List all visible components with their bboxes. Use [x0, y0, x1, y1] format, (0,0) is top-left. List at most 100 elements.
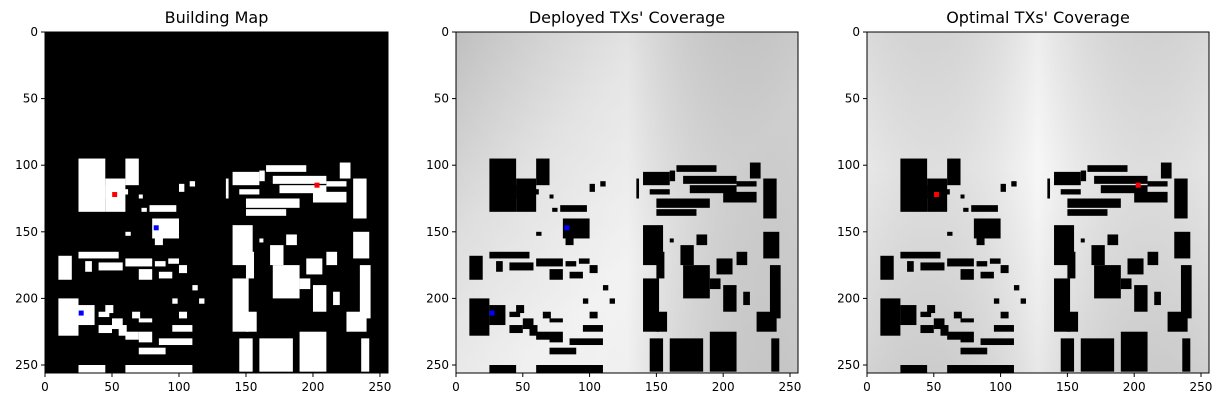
building-block	[496, 261, 503, 272]
tx-marker	[564, 225, 570, 231]
building-block	[709, 331, 737, 372]
building-block	[178, 183, 185, 192]
x-tick-label: 200	[1123, 380, 1146, 394]
building-block	[976, 231, 985, 246]
building-block	[78, 251, 119, 259]
tx-marker	[78, 310, 84, 316]
building-block	[1107, 234, 1119, 246]
building-block	[683, 175, 737, 184]
building-block	[723, 285, 737, 312]
building-group	[469, 158, 781, 373]
building-block	[533, 189, 539, 195]
building-block	[192, 285, 198, 291]
building-block	[158, 338, 193, 346]
building-block	[516, 305, 525, 314]
building-block	[976, 261, 988, 267]
building-block	[154, 261, 166, 267]
y-tick-label: 50	[845, 92, 860, 106]
building-block	[549, 194, 554, 199]
building-block	[656, 198, 710, 208]
building-block	[78, 305, 95, 326]
building-block	[989, 258, 1001, 264]
x-tick-label: 250	[1190, 380, 1213, 394]
y-tick-label: 50	[434, 92, 449, 106]
building-block	[1000, 183, 1006, 192]
y-tick-label: 100	[15, 158, 38, 172]
building-block	[509, 311, 521, 318]
building-block	[1160, 162, 1172, 179]
building-block	[723, 191, 757, 203]
building-block	[78, 158, 106, 212]
axes-frame	[866, 31, 1210, 374]
building-block	[122, 189, 129, 195]
building-block	[947, 258, 974, 267]
panel-title: Deployed TXs' Coverage	[529, 8, 725, 27]
building-block	[536, 231, 542, 236]
building-block	[549, 269, 563, 280]
tx-marker	[933, 192, 939, 198]
y-tick-label: 100	[426, 158, 449, 172]
building-block	[565, 231, 574, 246]
building-block	[1134, 191, 1168, 203]
x-tick-label: 200	[302, 380, 325, 394]
x-tick-label: 250	[779, 380, 802, 394]
building-block	[85, 261, 92, 272]
building-block	[326, 251, 338, 266]
building-block	[963, 207, 969, 212]
building-block	[489, 158, 517, 212]
building-block	[1087, 165, 1128, 172]
building-block	[353, 178, 367, 219]
building-block	[1127, 258, 1144, 275]
building-block	[589, 311, 598, 319]
building-block	[993, 325, 1014, 332]
building-block	[178, 265, 188, 274]
building-block	[569, 271, 583, 279]
building-block	[105, 185, 110, 199]
building-block	[1174, 231, 1191, 259]
building-block	[266, 165, 307, 172]
building-block	[536, 365, 603, 373]
building-block	[312, 285, 327, 312]
building-block	[141, 207, 147, 212]
y-tick-label: 250	[15, 358, 38, 372]
building-block	[58, 298, 79, 336]
tx-marker	[1135, 182, 1141, 188]
building-block	[132, 311, 141, 319]
building-block	[953, 311, 962, 319]
y-tick-label: 200	[15, 291, 38, 305]
building-block	[138, 347, 166, 355]
building-block	[669, 338, 704, 372]
y-tick-label: 250	[837, 358, 860, 372]
y-tick-label: 100	[837, 158, 860, 172]
building-block	[560, 205, 587, 212]
building-block	[172, 298, 178, 304]
building-block	[1060, 189, 1081, 195]
building-block	[232, 171, 260, 186]
building-block	[907, 261, 914, 272]
panel-title: Optimal TXs' Coverage	[946, 8, 1130, 27]
building-block	[312, 191, 347, 203]
building-block	[589, 183, 595, 192]
y-tick-label: 50	[23, 92, 38, 106]
building-block	[1067, 198, 1121, 208]
building-block	[993, 298, 1000, 304]
building-block	[900, 158, 928, 212]
building-block	[125, 158, 139, 186]
building-block	[1080, 170, 1087, 182]
building-block	[709, 278, 721, 290]
building-block	[1094, 175, 1148, 184]
building-block	[361, 338, 370, 372]
building-block	[960, 347, 988, 355]
y-tick-label: 200	[426, 291, 449, 305]
building-block	[1120, 278, 1132, 290]
building-block	[78, 365, 106, 373]
building-block	[98, 311, 110, 318]
building-block	[1147, 251, 1159, 266]
building-block	[565, 261, 577, 267]
x-tick-label: 200	[712, 380, 735, 394]
building-block	[125, 365, 193, 373]
building-block	[359, 265, 371, 319]
building-block	[602, 285, 609, 291]
